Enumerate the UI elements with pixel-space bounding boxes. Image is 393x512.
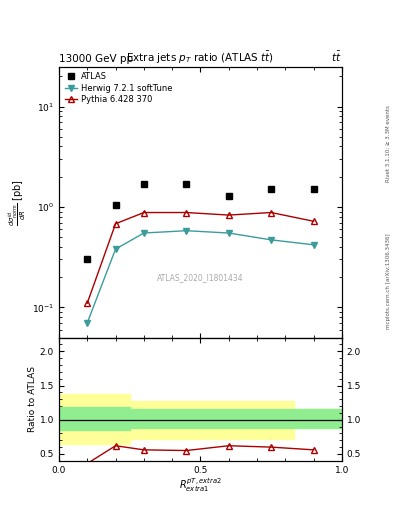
- ATLAS: [311, 186, 316, 193]
- Title: Extra jets $p_T$ ratio (ATLAS $t\bar{t}$): Extra jets $p_T$ ratio (ATLAS $t\bar{t}$…: [127, 50, 274, 67]
- Pythia 6.428 370: [311, 218, 316, 224]
- ATLAS: [113, 202, 118, 208]
- X-axis label: $R^{pT,extra2}_{extra1}$: $R^{pT,extra2}_{extra1}$: [179, 476, 222, 494]
- Text: ATLAS_2020_I1801434: ATLAS_2020_I1801434: [157, 273, 244, 283]
- Line: ATLAS: ATLAS: [84, 181, 317, 263]
- Herwig 7.2.1 softTune: [141, 230, 146, 236]
- ATLAS: [141, 181, 146, 187]
- Herwig 7.2.1 softTune: [85, 320, 90, 326]
- Text: 13000 GeV pp: 13000 GeV pp: [59, 54, 133, 64]
- Y-axis label: $\frac{d\sigma^{id}_{norm}}{dR}$ [pb]: $\frac{d\sigma^{id}_{norm}}{dR}$ [pb]: [6, 179, 28, 226]
- Herwig 7.2.1 softTune: [311, 242, 316, 248]
- Pythia 6.428 370: [141, 209, 146, 216]
- Herwig 7.2.1 softTune: [269, 237, 274, 243]
- Pythia 6.428 370: [113, 221, 118, 227]
- Pythia 6.428 370: [184, 209, 189, 216]
- Text: Rivet 3.1.10; ≥ 3.3M events: Rivet 3.1.10; ≥ 3.3M events: [386, 105, 391, 182]
- Pythia 6.428 370: [269, 209, 274, 216]
- Text: $t\bar{t}$: $t\bar{t}$: [331, 50, 342, 64]
- ATLAS: [85, 257, 90, 263]
- Line: Herwig 7.2.1 softTune: Herwig 7.2.1 softTune: [84, 227, 317, 326]
- Pythia 6.428 370: [85, 300, 90, 306]
- Y-axis label: Ratio to ATLAS: Ratio to ATLAS: [28, 366, 37, 432]
- Herwig 7.2.1 softTune: [184, 228, 189, 234]
- Line: Pythia 6.428 370: Pythia 6.428 370: [84, 209, 317, 306]
- ATLAS: [269, 186, 274, 193]
- Pythia 6.428 370: [226, 212, 231, 218]
- ATLAS: [226, 193, 231, 199]
- ATLAS: [184, 181, 189, 187]
- Herwig 7.2.1 softTune: [226, 230, 231, 236]
- Text: mcplots.cern.ch [arXiv:1306.3436]: mcplots.cern.ch [arXiv:1306.3436]: [386, 234, 391, 329]
- Legend: ATLAS, Herwig 7.2.1 softTune, Pythia 6.428 370: ATLAS, Herwig 7.2.1 softTune, Pythia 6.4…: [63, 71, 174, 106]
- Herwig 7.2.1 softTune: [113, 246, 118, 252]
